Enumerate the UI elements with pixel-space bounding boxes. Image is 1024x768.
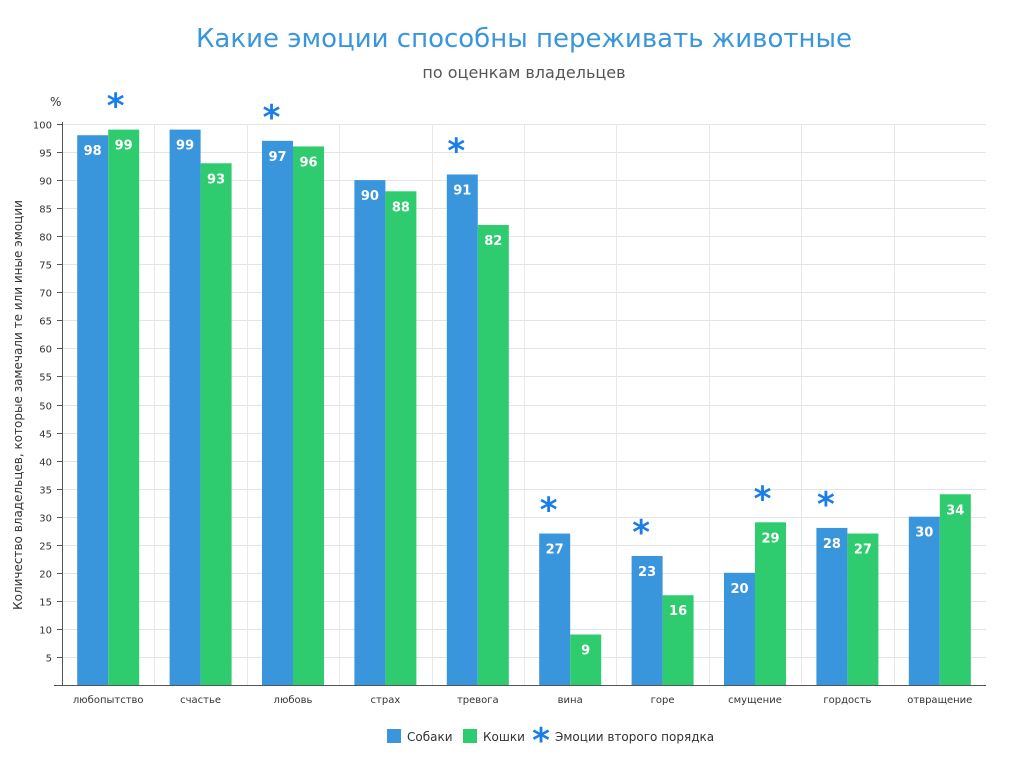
y-tick-label: 55 bbox=[39, 373, 52, 384]
bar-cats-cat-1 bbox=[200, 163, 232, 685]
y-tick-label: 30 bbox=[39, 514, 52, 525]
y-tick-label: 60 bbox=[39, 345, 52, 356]
y-tick-label: 65 bbox=[39, 317, 52, 328]
axes: 5 10 15 20 25 30 35 40 45 50 55 60 65 70 75 80 85 90 95 100… bbox=[33, 121, 986, 706]
x-tick-label: горе bbox=[651, 695, 675, 706]
value-label-dogs-cat-3: 90 bbox=[361, 189, 379, 204]
bar-dogs-cat-2 bbox=[262, 140, 293, 685]
bar-cats-cat-9 bbox=[939, 494, 971, 685]
value-label-dogs-cat-7: 20 bbox=[730, 582, 748, 597]
second-order-asterisk-icon: * bbox=[107, 87, 125, 127]
y-tick-label: 90 bbox=[39, 177, 52, 188]
value-label-cats-cat-9: 34 bbox=[946, 503, 964, 518]
x-tick-label: смущение bbox=[728, 695, 782, 706]
y-tick-label: 10 bbox=[39, 626, 52, 637]
y-tick-label: 5 bbox=[46, 654, 52, 665]
second-order-asterisk-icon: * bbox=[263, 98, 281, 138]
value-label-dogs-cat-0: 98 bbox=[84, 144, 102, 159]
bar-cats-cat-6 bbox=[662, 595, 694, 685]
value-label-cats-cat-5: 9 bbox=[581, 644, 590, 659]
x-tick-label: вина bbox=[558, 695, 583, 706]
bar-dogs-cat-9 bbox=[908, 516, 940, 685]
bar-dogs-cat-3 bbox=[354, 180, 386, 685]
y-tick-label: 25 bbox=[39, 542, 52, 553]
second-order-asterisk-icon: * bbox=[447, 131, 465, 171]
value-label-cats-cat-8: 27 bbox=[854, 543, 872, 558]
y-axis-label: Количество владельцев, которые замечали … bbox=[11, 200, 25, 610]
y-tick-label: 40 bbox=[39, 458, 52, 469]
legend: Собаки Кошки * Эмоции второго порядка bbox=[387, 721, 714, 761]
chart-subtitle: по оценкам владельцев bbox=[422, 63, 625, 82]
bar-dogs-cat-4 bbox=[446, 174, 478, 686]
bar-cats-cat-8 bbox=[847, 533, 879, 685]
y-tick-label: 70 bbox=[39, 289, 52, 300]
chart-title: Какие эмоции способны переживать животны… bbox=[196, 24, 852, 54]
value-label-dogs-cat-8: 28 bbox=[823, 537, 841, 552]
bar-dogs-cat-8 bbox=[816, 527, 848, 685]
x-tick-label: любопытство bbox=[73, 695, 144, 706]
second-order-markers: * * * * * * * bbox=[107, 87, 835, 553]
value-label-cats-cat-1: 93 bbox=[207, 172, 225, 187]
value-label-dogs-cat-9: 30 bbox=[915, 526, 933, 541]
bar-dogs-cat-5 bbox=[539, 533, 571, 685]
bar-cats-cat-3 bbox=[385, 191, 417, 685]
value-label-dogs-cat-4: 91 bbox=[453, 183, 471, 198]
y-unit-label: % bbox=[50, 95, 61, 109]
legend-label-second-order: Эмоции второго порядка bbox=[555, 730, 714, 744]
bar-cats-cat-5 bbox=[570, 634, 602, 685]
value-label-cats-cat-6: 16 bbox=[669, 604, 687, 619]
x-tick-label: любовь bbox=[274, 695, 313, 706]
value-label-dogs-cat-5: 27 bbox=[546, 543, 564, 558]
x-tick-label: гордость bbox=[823, 695, 871, 706]
value-label-dogs-cat-6: 23 bbox=[638, 565, 656, 580]
y-tick-label: 80 bbox=[39, 233, 52, 244]
x-tick-label: тревога bbox=[457, 695, 499, 706]
legend-asterisk-icon: * bbox=[532, 721, 550, 761]
value-label-cats-cat-4: 82 bbox=[484, 234, 502, 249]
y-tick-label: 20 bbox=[39, 570, 52, 581]
value-label-cats-cat-7: 29 bbox=[761, 531, 779, 546]
bar-dogs-cat-1 bbox=[169, 129, 201, 686]
second-order-asterisk-icon: * bbox=[817, 485, 835, 525]
x-tick-label: страх bbox=[371, 695, 401, 706]
y-tick-label: 75 bbox=[39, 261, 52, 272]
y-tick-label: 100 bbox=[33, 121, 52, 132]
y-tick-label: 50 bbox=[39, 402, 52, 413]
legend-swatch-dogs bbox=[387, 729, 401, 743]
bar-dogs-cat-6 bbox=[631, 555, 663, 685]
y-tick-label: 85 bbox=[39, 205, 52, 216]
y-tick-label: 95 bbox=[39, 149, 52, 160]
bar-cats-cat-7 bbox=[755, 522, 786, 685]
value-label-cats-cat-2: 96 bbox=[299, 155, 317, 170]
bar-dogs-cat-0 bbox=[77, 135, 109, 686]
x-tick-label: отвращение bbox=[907, 695, 972, 706]
y-tick-label: 45 bbox=[39, 430, 52, 441]
bar-cats-cat-0 bbox=[108, 129, 140, 686]
value-label-cats-cat-0: 99 bbox=[115, 139, 133, 154]
second-order-asterisk-icon: * bbox=[632, 513, 650, 553]
y-tick-label: 15 bbox=[39, 598, 52, 609]
y-tick-label: 35 bbox=[39, 486, 52, 497]
value-label-cats-cat-3: 88 bbox=[392, 200, 410, 215]
value-label-dogs-cat-2: 97 bbox=[268, 150, 286, 165]
value-label-dogs-cat-1: 99 bbox=[176, 139, 194, 154]
second-order-asterisk-icon: * bbox=[754, 479, 772, 519]
legend-label-dogs: Собаки bbox=[407, 730, 453, 744]
bars: 98 99 99 93 97 96 90 88 91 82 27 9 23 16 20 29 28 27 30 34 bbox=[77, 129, 971, 686]
legend-swatch-cats bbox=[463, 729, 477, 743]
bar-cats-cat-2 bbox=[293, 146, 324, 685]
x-tick-label: счастье bbox=[180, 695, 221, 706]
bar-cats-cat-4 bbox=[477, 224, 509, 686]
bar-dogs-cat-7 bbox=[724, 572, 755, 685]
legend-label-cats: Кошки bbox=[483, 730, 525, 744]
second-order-asterisk-icon: * bbox=[540, 491, 558, 531]
